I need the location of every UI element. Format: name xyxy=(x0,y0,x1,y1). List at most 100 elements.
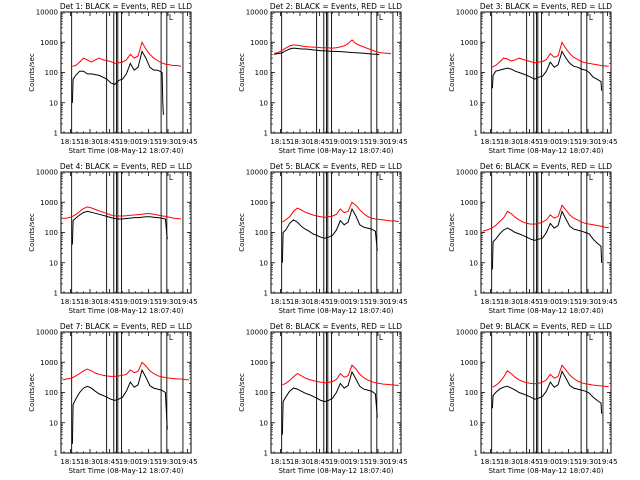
x-tick-label: 18:15 xyxy=(60,298,80,306)
x-axis-label: Start Time (08-May-12 18:07:40) xyxy=(68,467,183,475)
x-tick-label: 19:45 xyxy=(597,138,617,146)
x-tick-label: 18:15 xyxy=(480,458,500,466)
y-tick-label: 1000 xyxy=(250,199,268,207)
panel-title: Det 1: BLACK = Events, RED = LLD xyxy=(60,2,192,11)
x-tick-label: 18:30 xyxy=(290,298,310,306)
x-tick-label: 18:45 xyxy=(309,458,329,466)
lld-series-line xyxy=(482,204,609,232)
flag-label: L xyxy=(379,13,384,22)
panel-title: Det 2: BLACK = Events, RED = LLD xyxy=(270,2,402,11)
x-tick-label: 19:45 xyxy=(177,138,197,146)
y-tick-label: 1000 xyxy=(40,39,58,47)
lld-series-line xyxy=(62,206,182,220)
detector-panel: Det 8: BLACK = Events, RED = LLD 1 10 100 10… xyxy=(238,322,408,475)
y-tick-label: 100 xyxy=(465,69,478,77)
lld-series-line xyxy=(273,39,392,55)
panel-title: Det 4: BLACK = Events, RED = LLD xyxy=(60,162,192,171)
x-tick-label: 19:15 xyxy=(348,298,368,306)
x-tick-label: 18:45 xyxy=(309,298,329,306)
events-series-line xyxy=(281,207,378,263)
y-tick-label: 10 xyxy=(49,259,58,267)
x-tick-label: 19:45 xyxy=(387,298,407,306)
y-tick-label: 10 xyxy=(469,99,478,107)
x-tick-label: 18:45 xyxy=(99,138,119,146)
y-tick-label: 10000 xyxy=(456,329,478,337)
flag-label: L xyxy=(169,333,174,342)
panel-title: Det 3: BLACK = Events, RED = LLD xyxy=(480,2,612,11)
flag-label: L xyxy=(379,333,384,342)
x-tick-label: 18:45 xyxy=(309,138,329,146)
y-axis-label: Counts/sec xyxy=(448,213,456,252)
y-tick-label: 100 xyxy=(45,389,58,397)
x-tick-label: 19:15 xyxy=(558,458,578,466)
plot-frame xyxy=(60,171,192,294)
x-tick-label: 18:15 xyxy=(60,138,80,146)
y-tick-label: 1 xyxy=(54,290,58,298)
x-tick-label: 18:15 xyxy=(270,298,290,306)
panel-title: Det 7: BLACK = Events, RED = LLD xyxy=(60,322,192,331)
y-tick-label: 1000 xyxy=(40,359,58,367)
y-axis-label: Counts/sec xyxy=(28,213,36,252)
detector-panel: Det 9: BLACK = Events, RED = LLD 1 10 100 10… xyxy=(448,322,618,475)
y-tick-label: 10 xyxy=(49,419,58,427)
y-tick-label: 1 xyxy=(54,130,58,138)
plot-frame xyxy=(270,171,402,294)
x-tick-label: 18:15 xyxy=(270,138,290,146)
x-tick-label: 19:00 xyxy=(539,138,559,146)
x-tick-label: 18:45 xyxy=(519,138,539,146)
x-tick-label: 19:00 xyxy=(329,298,349,306)
detector-panel: Det 3: BLACK = Events, RED = LLD 1 10 100 10… xyxy=(448,2,618,155)
x-axis-label: Start Time (08-May-12 18:07:40) xyxy=(488,467,603,475)
x-tick-label: 19:30 xyxy=(368,138,388,146)
y-tick-label: 100 xyxy=(255,389,268,397)
x-tick-label: 19:15 xyxy=(348,138,368,146)
y-axis-label: Counts/sec xyxy=(448,53,456,92)
x-tick-label: 19:45 xyxy=(597,298,617,306)
x-tick-label: 18:30 xyxy=(500,458,520,466)
x-tick-label: 19:15 xyxy=(138,458,158,466)
x-tick-label: 19:00 xyxy=(539,458,559,466)
x-tick-label: 19:30 xyxy=(368,458,388,466)
y-tick-label: 10000 xyxy=(456,169,478,177)
events-series-line xyxy=(491,50,603,91)
x-tick-label: 19:45 xyxy=(597,458,617,466)
y-tick-label: 1000 xyxy=(40,199,58,207)
y-tick-label: 1 xyxy=(474,130,478,138)
flag-label: L xyxy=(589,173,594,182)
x-axis-label: Start Time (08-May-12 18:07:40) xyxy=(278,467,393,475)
y-tick-label: 10 xyxy=(259,419,268,427)
plot-frame xyxy=(60,11,192,134)
y-axis-label: Counts/sec xyxy=(28,373,36,412)
x-tick-label: 19:45 xyxy=(177,458,197,466)
y-tick-label: 10 xyxy=(49,99,58,107)
y-tick-label: 10000 xyxy=(246,169,268,177)
events-series-line xyxy=(491,210,603,270)
y-tick-label: 1 xyxy=(474,290,478,298)
x-tick-label: 19:00 xyxy=(539,298,559,306)
y-tick-label: 100 xyxy=(465,389,478,397)
flag-label: L xyxy=(169,13,174,22)
x-tick-label: 19:15 xyxy=(558,138,578,146)
lld-series-line xyxy=(72,41,182,67)
events-series-line xyxy=(281,370,378,435)
x-tick-label: 19:30 xyxy=(158,138,178,146)
x-tick-label: 18:15 xyxy=(60,458,80,466)
detector-panel: Det 1: BLACK = Events, RED = LLD 1 10 100 10… xyxy=(28,2,198,155)
flag-label: L xyxy=(589,13,594,22)
y-tick-label: 10000 xyxy=(246,329,268,337)
x-axis-label: Start Time (08-May-12 18:07:40) xyxy=(278,307,393,315)
detector-panel: Det 7: BLACK = Events, RED = LLD 1 10 100 10… xyxy=(28,322,198,475)
x-tick-label: 18:30 xyxy=(290,138,310,146)
x-tick-label: 19:30 xyxy=(368,298,388,306)
y-tick-label: 1000 xyxy=(460,39,478,47)
x-axis-label: Start Time (08-May-12 18:07:40) xyxy=(68,147,183,155)
y-tick-label: 100 xyxy=(255,69,268,77)
y-tick-label: 1 xyxy=(264,450,268,458)
events-series-line xyxy=(71,50,164,115)
x-tick-label: 18:30 xyxy=(500,298,520,306)
x-tick-label: 18:30 xyxy=(80,138,100,146)
x-tick-label: 19:30 xyxy=(578,298,598,306)
y-tick-label: 1000 xyxy=(250,359,268,367)
y-tick-label: 100 xyxy=(45,69,58,77)
